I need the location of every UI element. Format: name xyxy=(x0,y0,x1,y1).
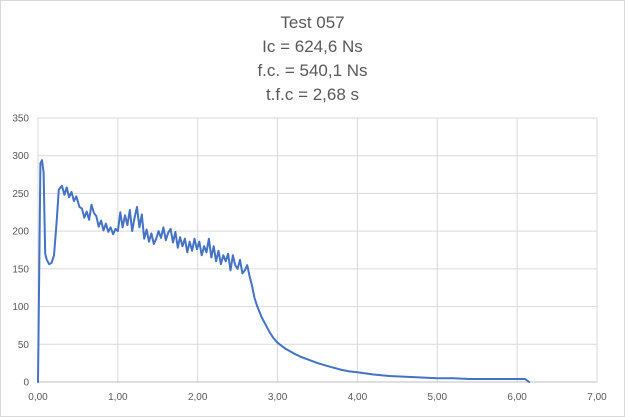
y-tick-label: 250 xyxy=(12,189,29,200)
series-line-1 xyxy=(37,159,531,383)
x-tick-label: 0,00 xyxy=(28,392,48,403)
y-tick-label: 350 xyxy=(12,114,29,125)
chart-subtitle-line-3: t.f.c = 2,68 s xyxy=(265,85,360,104)
chart-title-block: Test 057 Ic = 624,6 Ns f.c. = 540,1 Ns t… xyxy=(0,11,625,107)
x-tick-label: 6,00 xyxy=(507,392,527,403)
x-tick-label: 5,00 xyxy=(428,392,448,403)
chart-subtitle-line-2: f.c. = 540,1 Ns xyxy=(257,61,368,80)
chart-title: Test 057 xyxy=(280,13,345,32)
x-tick-label: 3,00 xyxy=(268,392,288,403)
x-tick-label: 7,00 xyxy=(587,392,607,403)
y-tick-label: 0 xyxy=(23,378,29,389)
x-tick-label: 2,00 xyxy=(188,392,208,403)
x-tick-label: 1,00 xyxy=(108,392,128,403)
y-tick-label: 50 xyxy=(18,340,30,351)
y-tick-label: 300 xyxy=(12,151,29,162)
chart-subtitle-line-1: Ic = 624,6 Ns xyxy=(262,37,363,56)
y-tick-label: 100 xyxy=(12,302,29,313)
y-tick-label: 200 xyxy=(12,227,29,238)
y-tick-label: 150 xyxy=(12,264,29,275)
x-tick-label: 4,00 xyxy=(348,392,368,403)
